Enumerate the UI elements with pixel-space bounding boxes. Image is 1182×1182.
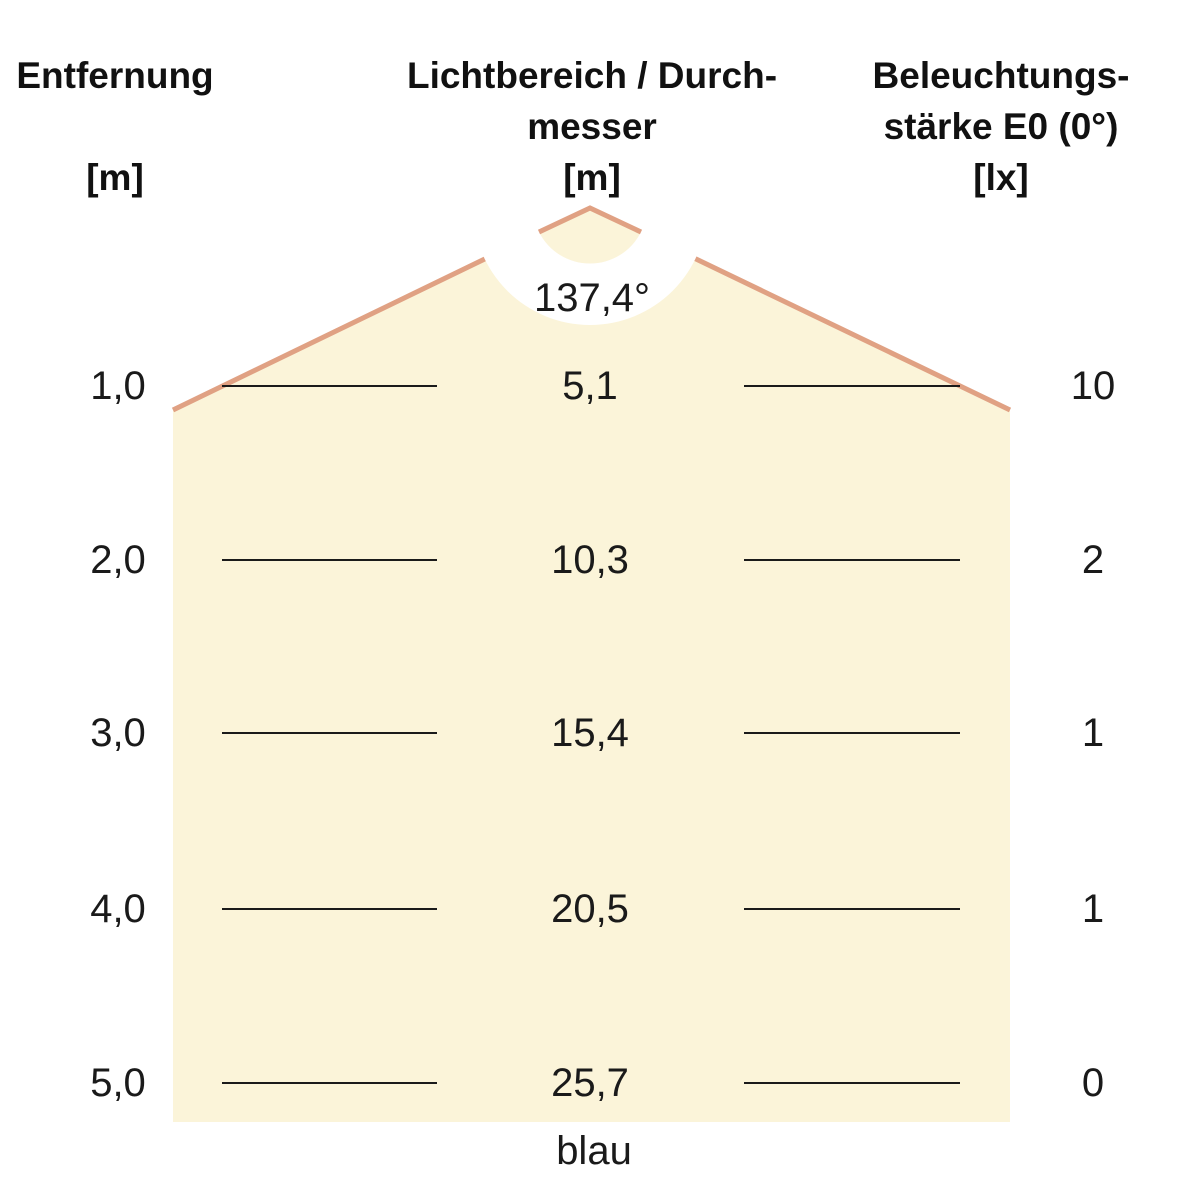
light-cone-shape bbox=[173, 208, 1010, 1122]
header-diameter-line1: Lichtbereich / Durch- bbox=[406, 55, 778, 96]
light-color-label: blau bbox=[556, 1129, 632, 1173]
illuminance-value-row1: 10 bbox=[1070, 364, 1116, 408]
header-illuminance-unit: [lx] bbox=[973, 157, 1029, 198]
diameter-value-row2: 10,3 bbox=[551, 538, 629, 582]
distance-value-row1: 1,0 bbox=[90, 364, 146, 408]
illuminance-value-row2: 2 bbox=[1081, 538, 1105, 582]
header-distance-unit: [m] bbox=[86, 157, 144, 198]
diameter-value-row4: 20,5 bbox=[551, 887, 629, 931]
beam-angle-value: 137,4° bbox=[533, 276, 651, 320]
diameter-value-row3: 15,4 bbox=[551, 711, 629, 755]
illuminance-value-row3: 1 bbox=[1081, 711, 1105, 755]
header-distance-line2 bbox=[16, 101, 213, 152]
header-diameter-unit: [m] bbox=[563, 157, 621, 198]
diameter-value-row1: 5,1 bbox=[562, 364, 618, 408]
header-distance-line1: Entfernung bbox=[16, 55, 214, 96]
header-illuminance-line1: Beleuchtungs- bbox=[872, 55, 1130, 96]
header-illuminance: Beleuchtungs- stärke E0 (0°) [lx] bbox=[873, 50, 1130, 203]
header-diameter: Lichtbereich / Durch- messer [m] bbox=[407, 50, 777, 203]
apex-fan-edges bbox=[537, 205, 643, 235]
distance-value-row4: 4,0 bbox=[90, 887, 146, 931]
distance-value-row3: 3,0 bbox=[90, 711, 146, 755]
illuminance-value-row4: 1 bbox=[1081, 887, 1105, 931]
header-diameter-line2: messer bbox=[527, 106, 657, 147]
header-illuminance-line2: stärke E0 (0°) bbox=[883, 106, 1119, 147]
diameter-value-row5: 25,7 bbox=[551, 1061, 629, 1105]
distance-value-row5: 5,0 bbox=[90, 1061, 146, 1105]
header-distance: Entfernung [m] bbox=[16, 50, 213, 203]
distance-value-row2: 2,0 bbox=[90, 538, 146, 582]
illuminance-value-row5: 0 bbox=[1081, 1061, 1105, 1105]
